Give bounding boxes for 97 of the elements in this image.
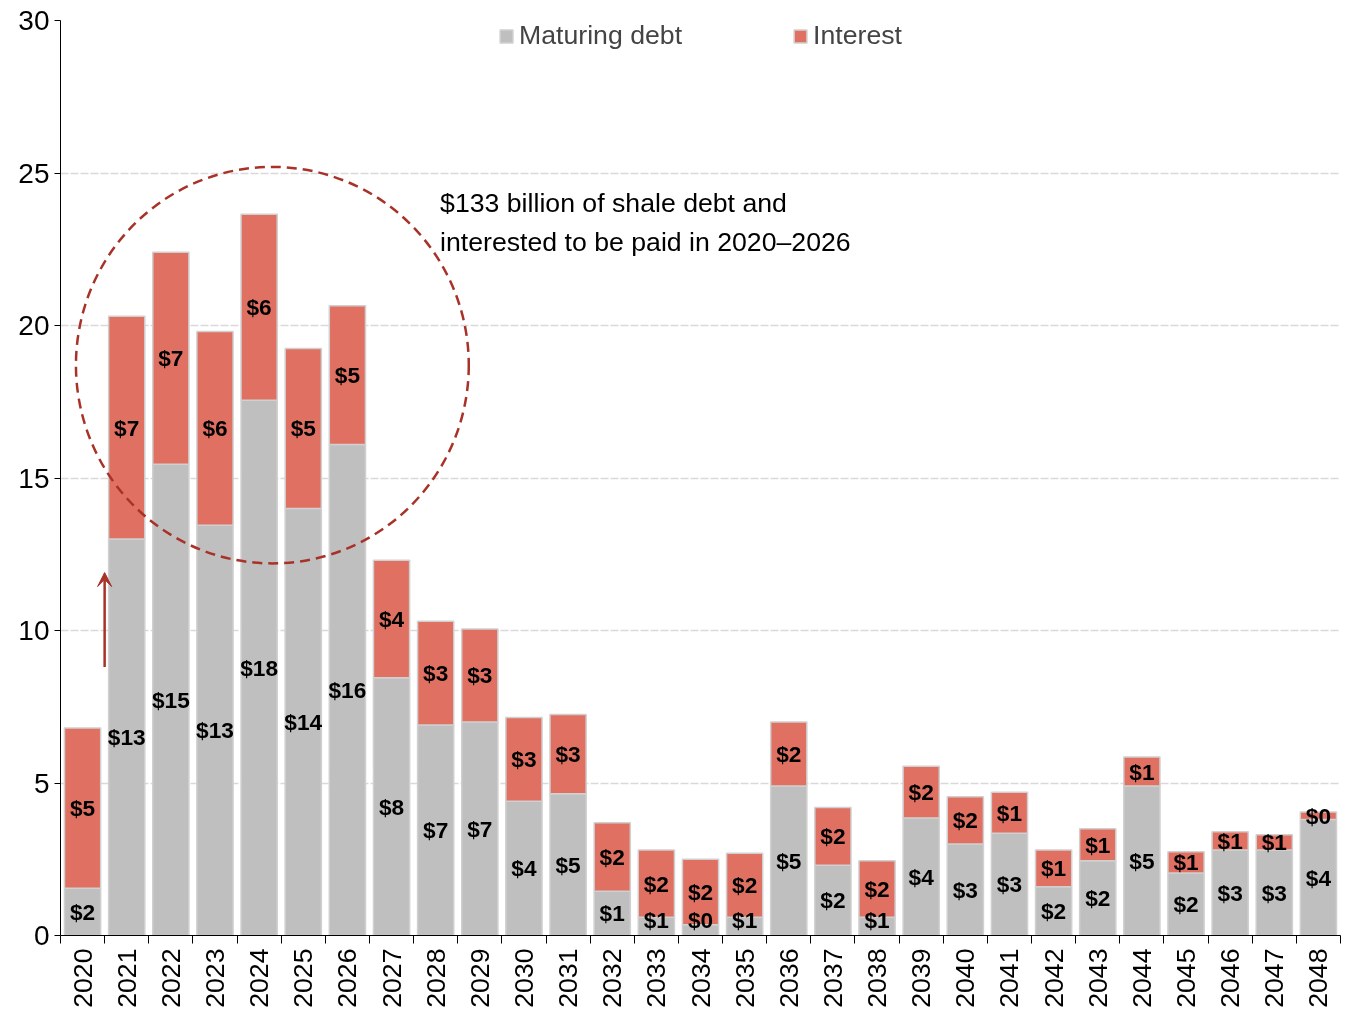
data-label: $5 [776, 847, 802, 874]
data-label: $3 [555, 741, 581, 768]
data-label: $2 [908, 779, 934, 806]
data-label: $3 [996, 871, 1023, 898]
x-tick-label: 2047 [1259, 948, 1290, 1008]
data-label: $2 [952, 807, 978, 834]
data-label: $8 [378, 793, 405, 820]
data-label: $2 [776, 741, 802, 768]
data-label: $7 [467, 815, 493, 842]
x-tick-label: 2023 [199, 948, 230, 1008]
x-tick-label: 2048 [1303, 948, 1334, 1008]
data-label: $1 [643, 907, 669, 934]
data-label: $0 [1305, 802, 1332, 829]
x-tick-label: 2026 [332, 948, 363, 1008]
data-label: $4 [908, 863, 935, 890]
data-label: $6 [246, 294, 272, 321]
y-tick-label: 0 [33, 920, 50, 951]
data-label: $2 [599, 843, 625, 870]
data-label: $1 [1217, 827, 1243, 854]
data-label: $5 [1129, 847, 1155, 874]
x-tick-label: 2044 [1126, 948, 1157, 1008]
x-tick-label: 2021 [111, 948, 142, 1008]
x-tick-label: 2032 [597, 948, 628, 1008]
x-tick-label: 2046 [1215, 948, 1246, 1008]
x-tick-label: 2031 [553, 948, 584, 1008]
data-label: $7 [158, 345, 184, 372]
y-tick-label: 15 [18, 462, 50, 494]
x-tick-label: 2020 [67, 948, 98, 1008]
data-label: $1 [1085, 831, 1111, 858]
x-tick-label: 2022 [155, 948, 186, 1008]
data-label: $2 [1173, 891, 1199, 918]
data-label: $1 [599, 900, 625, 927]
data-label: $2 [732, 872, 758, 899]
legend-label: Interest [813, 20, 902, 51]
x-tick-label: 2037 [817, 948, 848, 1008]
data-label: $5 [555, 851, 581, 878]
y-tick-label: 20 [18, 310, 50, 341]
x-tick-label: 2038 [862, 948, 893, 1008]
data-label: $1 [1261, 829, 1287, 856]
data-label: $16 [328, 676, 367, 703]
data-label: $4 [378, 606, 405, 633]
x-tick-label: 2045 [1171, 948, 1202, 1008]
x-tick-label: 2043 [1082, 948, 1113, 1008]
data-label: $2 [69, 898, 96, 925]
data-label: $3 [1217, 879, 1243, 906]
x-tick-label: 2034 [685, 948, 716, 1008]
data-label: $13 [107, 724, 146, 751]
y-tick-label: 10 [18, 615, 50, 646]
data-label: $3 [952, 876, 978, 903]
x-tick-label: 2029 [464, 948, 495, 1008]
legend-label: Maturing debt [519, 20, 683, 51]
data-label: $4 [1305, 864, 1332, 891]
data-label: $7 [114, 414, 140, 441]
data-label: $3 [423, 660, 449, 687]
data-label: $14 [284, 709, 323, 735]
data-label: $4 [511, 855, 537, 882]
y-tick-label: 5 [33, 767, 50, 799]
data-label: $2 [687, 879, 714, 906]
annotation: $133 billion of shale debt and interested to be paid in 2020–2026 [440, 188, 851, 258]
x-tick-label: 2040 [950, 948, 981, 1008]
data-label: $2 [820, 823, 846, 850]
data-label: $5 [69, 795, 96, 822]
data-label: $18 [240, 654, 279, 681]
data-label: $1 [1129, 758, 1155, 785]
data-label: $1 [996, 799, 1023, 826]
data-label: $3 [467, 662, 493, 689]
data-label: $2 [864, 875, 890, 902]
x-tick-label: 2039 [906, 948, 937, 1008]
data-label: $6 [202, 415, 228, 442]
y-tick-label: 25 [18, 157, 50, 189]
data-label: $2 [1085, 885, 1111, 912]
data-label: $1 [1041, 855, 1067, 882]
x-tick-label: 2027 [376, 948, 407, 1008]
x-tick-label: 2033 [641, 948, 672, 1008]
data-label: $2 [820, 887, 846, 914]
data-label: $3 [511, 746, 537, 773]
x-tick-label: 2030 [508, 948, 539, 1008]
x-tick-label: 2042 [1038, 948, 1069, 1008]
data-label: $5 [334, 362, 360, 389]
x-tick-label: 2036 [773, 948, 804, 1008]
data-label: $1 [864, 907, 890, 934]
data-label: $7 [423, 817, 449, 844]
x-tick-label: 2024 [244, 948, 275, 1008]
x-tick-label: 2028 [420, 948, 451, 1008]
data-label: $1 [1173, 849, 1199, 876]
data-label: $5 [290, 415, 316, 442]
data-label: $13 [196, 717, 234, 744]
data-label: $2 [1041, 898, 1067, 925]
data-label: $3 [1261, 879, 1287, 906]
data-label: $1 [732, 907, 758, 934]
x-tick-label: 2025 [288, 948, 319, 1008]
x-tick-label: 2035 [729, 948, 760, 1008]
x-tick-label: 2041 [994, 948, 1025, 1008]
data-label: $2 [643, 870, 669, 897]
data-label: $0 [687, 907, 714, 934]
data-label: $15 [151, 686, 190, 713]
y-tick-label: 30 [18, 5, 50, 36]
